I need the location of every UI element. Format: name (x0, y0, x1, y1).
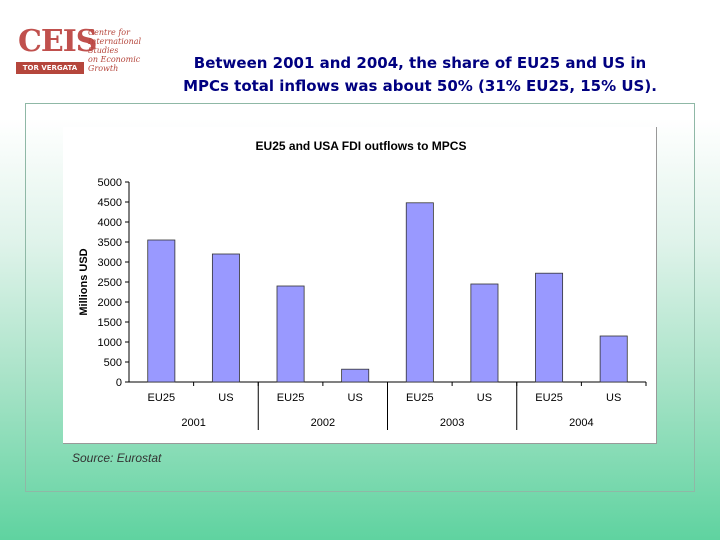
bar (599, 335, 628, 383)
y-tick-label: 1500 (98, 317, 122, 329)
y-tick-label: 1000 (98, 337, 122, 349)
y-axis-label: Millions USD (78, 248, 90, 315)
x-category-label: US (606, 392, 621, 404)
heading-line-2: MPCs total inflows was about 50% (31% EU… (183, 77, 657, 95)
x-group-label: 2004 (569, 417, 593, 429)
content-frame (25, 103, 695, 492)
logo-caption: Centre for International Studies on Econ… (88, 28, 148, 73)
bar (535, 272, 564, 383)
y-tick-label: 5000 (98, 177, 122, 189)
bar (405, 202, 434, 383)
y-tick-label: 4500 (98, 197, 122, 209)
logo-mark: CEIS TOR VERGATA (16, 24, 97, 76)
logo-caption-line: Studies (88, 46, 119, 55)
logo-caption-line: Centre for (88, 28, 130, 37)
x-group-label: 2001 (181, 417, 205, 429)
x-category-label: US (348, 392, 363, 404)
x-category-label: EU25 (406, 392, 434, 404)
y-tick-label: 500 (104, 357, 122, 369)
x-category-label: US (218, 392, 233, 404)
y-tick-label: 2000 (98, 297, 122, 309)
slide-heading: Between 2001 and 2004, the share of EU25… (150, 52, 690, 98)
logo-caption-line: Growth (88, 64, 119, 73)
bar (341, 368, 370, 383)
bar-chart: EU25 and USA FDI outflows to MPCS Million… (78, 139, 647, 430)
logo-wordmark: CEIS (18, 24, 97, 59)
heading-line-1: Between 2001 and 2004, the share of EU25… (193, 54, 647, 72)
logo-bar-text: TOR VERGATA (16, 62, 84, 74)
y-tick-label: 3000 (98, 257, 122, 269)
bar (211, 253, 240, 383)
source-note: Source: Eurostat (72, 451, 162, 465)
logo-caption-line: on Economic (88, 55, 141, 64)
ceis-logo: CEIS TOR VERGATA Centre for Internationa… (16, 24, 144, 78)
chart-title: EU25 and USA FDI outflows to MPCS (256, 139, 467, 153)
x-category-label: EU25 (148, 392, 176, 404)
x-category-label: US (477, 392, 492, 404)
y-tick-label: 0 (116, 377, 122, 389)
y-tick-label: 4000 (98, 217, 122, 229)
x-group-label: 2002 (311, 417, 335, 429)
bar (470, 283, 499, 383)
y-tick-label: 2500 (98, 277, 122, 289)
logo-caption-line: International (88, 37, 142, 46)
bar (276, 285, 305, 383)
x-group-label: 2003 (440, 417, 464, 429)
x-category-label: EU25 (277, 392, 305, 404)
y-tick-label: 3500 (98, 237, 122, 249)
x-category-label: EU25 (535, 392, 563, 404)
chart-panel: EU25 and USA FDI outflows to MPCS Million… (63, 127, 657, 444)
bar (147, 239, 176, 383)
